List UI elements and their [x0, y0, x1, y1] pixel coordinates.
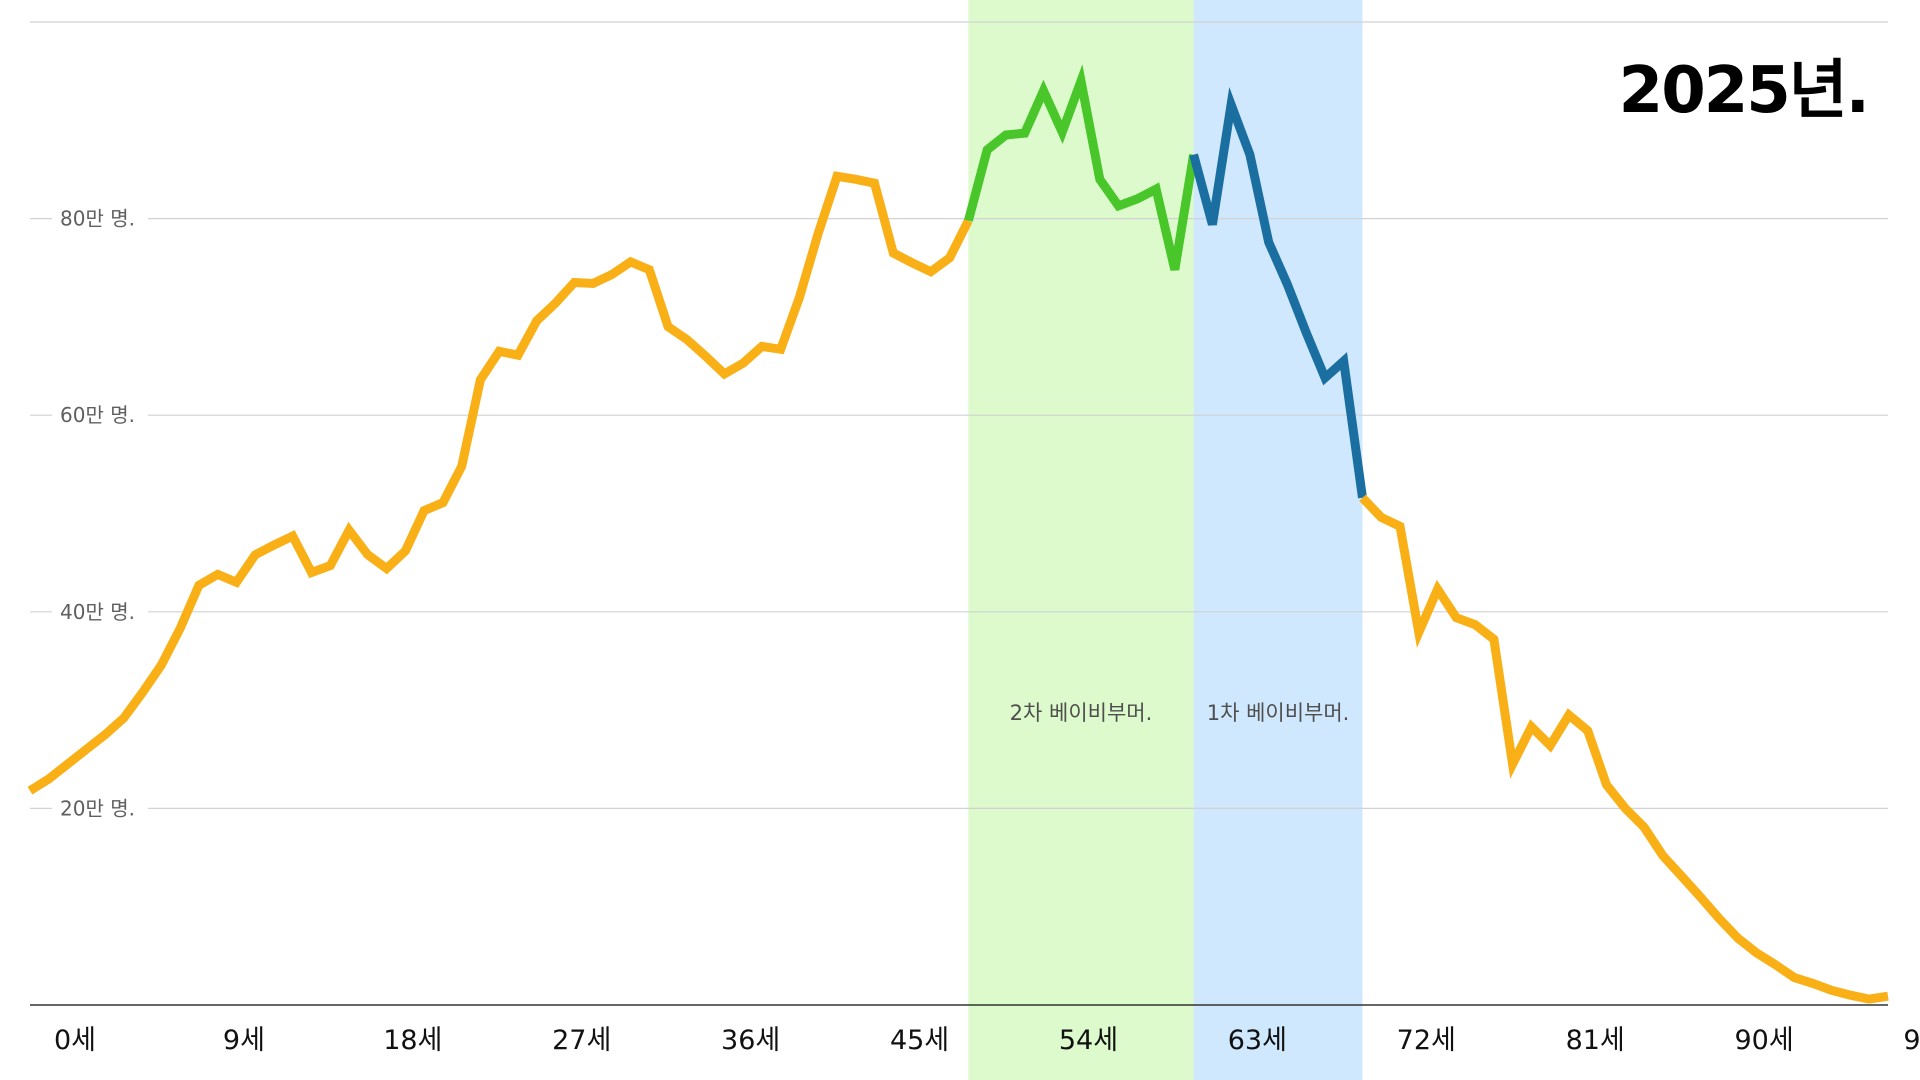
band-label-1: 2차 베이비부머.: [1010, 701, 1153, 725]
y-tick-label: 80만 명.: [60, 207, 135, 231]
x-tick-label: 27세: [552, 1025, 611, 1056]
chart-title: 2025년.: [1619, 54, 1868, 128]
x-tick-label: 9세: [223, 1025, 265, 1056]
x-tick-label: 0세: [54, 1025, 96, 1056]
y-tick-label-bg: [52, 597, 148, 626]
y-tick-label-bg: [52, 794, 148, 823]
y-tick-label-bg: [52, 204, 148, 233]
x-tick-label: 63세: [1228, 1025, 1287, 1056]
x-axis-ticks: 0세 9세 18세 27세 36세 45세 54세 63세 72세 81세 90세 99세: [54, 1025, 1920, 1056]
population-series: [27, 64, 1889, 1004]
y-tick-label: 20만 명.: [60, 796, 135, 820]
x-tick-label: 36세: [721, 1025, 780, 1056]
x-tick-label: 18세: [383, 1025, 442, 1056]
band-1: [968, 0, 1194, 1080]
series-segment-2: [964, 64, 1199, 271]
x-tick-label: 99세: [1903, 1025, 1920, 1056]
series-segment-1: [27, 171, 973, 795]
y-tick-label: 40만 명.: [60, 600, 135, 624]
band-labels: 2차 베이비부머. 1차 베이비부머.: [1010, 701, 1350, 725]
band-label-2: 1차 베이비부머.: [1207, 701, 1350, 725]
series-segment-3: [1189, 86, 1367, 499]
x-tick-label: 90세: [1734, 1025, 1793, 1056]
y-tick-label: 60만 명.: [60, 403, 135, 427]
x-tick-label: 54세: [1059, 1025, 1118, 1056]
gridlines: [30, 21, 1888, 810]
baby-boomer-bands: [968, 0, 1363, 1080]
x-tick-label: 72세: [1397, 1025, 1456, 1056]
y-axis-ticks: 20만 명. 40만 명. 60만 명. 80만 명.: [52, 204, 148, 823]
x-tick-label: 45세: [890, 1025, 949, 1056]
series-segment-4: [1359, 494, 1889, 1004]
x-tick-label: 81세: [1566, 1025, 1625, 1056]
y-tick-label-bg: [52, 401, 148, 430]
